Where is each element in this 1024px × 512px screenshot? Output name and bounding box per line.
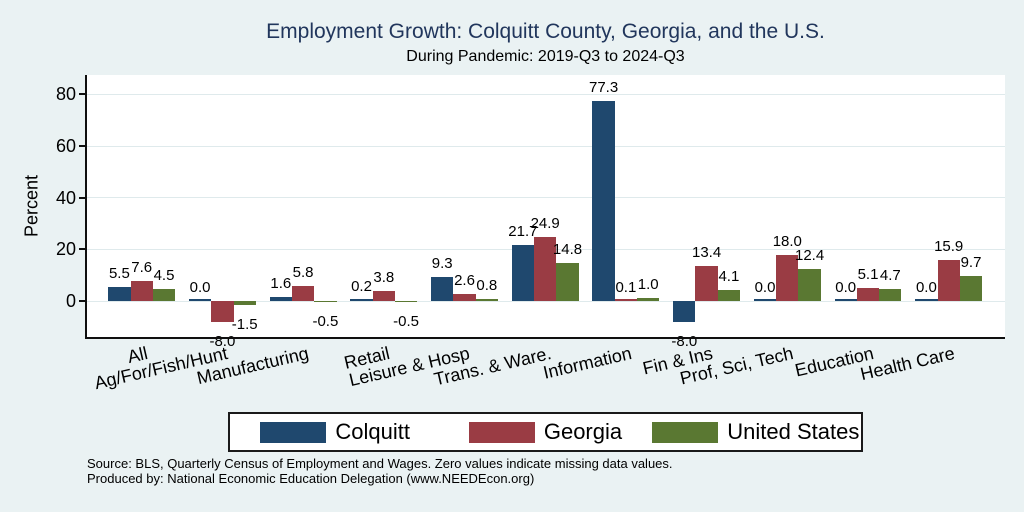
bar <box>350 299 373 301</box>
legend-swatch-united-states <box>652 421 719 443</box>
y-tick-label: 20 <box>55 239 76 260</box>
legend-item: Georgia <box>468 419 623 445</box>
bar-value-label: 0.0 <box>835 279 857 296</box>
x-axis-line <box>84 337 1005 339</box>
legend-swatch-georgia <box>468 421 535 443</box>
bar <box>511 244 535 301</box>
bar-value-label: 18.0 <box>772 232 802 250</box>
bar-value-label: 14.8 <box>552 240 583 258</box>
bar-value-label: 5.8 <box>292 264 314 282</box>
bar <box>431 276 454 301</box>
legend-label: United States <box>727 419 860 444</box>
bar <box>637 298 660 301</box>
legend-item: Colquitt <box>260 419 410 445</box>
bar <box>856 287 880 301</box>
bar-value-label: 9.7 <box>960 253 982 271</box>
bar-value-label: 0.0 <box>189 279 211 296</box>
bar-value-label: 2.6 <box>454 272 475 290</box>
bar <box>372 291 395 301</box>
bar-value-label: -0.5 <box>312 313 339 331</box>
bar-value-label: 0.0 <box>754 279 776 296</box>
x-tick-label: Information <box>541 343 634 383</box>
bar-value-label: 12.4 <box>794 246 825 264</box>
bar <box>614 299 638 301</box>
bar <box>291 286 315 301</box>
bar <box>475 298 498 301</box>
x-tick-label: Health Care <box>858 343 957 385</box>
gridline <box>86 145 1005 147</box>
legend-label: Georgia <box>543 419 623 444</box>
bar-value-label: 0.0 <box>915 279 937 296</box>
gridline <box>86 300 1005 302</box>
bar-value-label: 0.2 <box>351 278 372 296</box>
bar-value-label: 9.3 <box>431 254 453 272</box>
bar <box>314 301 337 303</box>
bar-value-label: 5.1 <box>857 265 879 283</box>
bar <box>211 301 234 322</box>
bar-value-label: 4.1 <box>718 268 740 286</box>
bar <box>915 299 938 301</box>
bar-value-label: 24.9 <box>530 214 560 232</box>
bar-value-label: 5.5 <box>108 264 130 282</box>
legend: Colquitt Georgia United States <box>228 412 863 452</box>
bar-value-label: 1.6 <box>270 274 292 292</box>
bar-value-label: 0.8 <box>476 276 498 294</box>
bar-value-label: 0.1 <box>615 278 637 296</box>
bar-value-label: -1.5 <box>231 315 258 333</box>
y-tick-label: 40 <box>55 187 76 208</box>
bar <box>753 299 777 301</box>
bar-value-label: 7.6 <box>131 259 153 277</box>
y-tick <box>78 300 85 302</box>
source-note: Source: BLS, Quarterly Census of Employm… <box>87 456 673 471</box>
bar <box>959 275 983 301</box>
bar <box>937 259 960 301</box>
bar <box>269 296 292 301</box>
bar-value-label: 4.5 <box>153 267 175 285</box>
y-tick <box>78 145 85 148</box>
chart-subtitle: During Pandemic: 2019-Q3 to 2024-Q3 <box>406 48 685 65</box>
bar <box>152 289 176 301</box>
bar <box>233 301 256 305</box>
y-tick-label: 0 <box>65 291 76 311</box>
bar <box>592 101 615 301</box>
y-axis-title: Percent <box>21 174 42 238</box>
bar <box>776 254 799 301</box>
bar <box>556 262 579 301</box>
y-tick <box>78 196 85 199</box>
bar <box>717 290 741 301</box>
bar-value-label: 13.4 <box>691 244 722 262</box>
bar-value-label: 3.8 <box>373 269 395 287</box>
bar <box>834 299 857 301</box>
y-tick-label: 80 <box>55 84 76 105</box>
bar-value-label: 4.7 <box>879 266 901 284</box>
legend-swatch-colquitt <box>260 421 327 443</box>
bar <box>108 286 131 301</box>
bar <box>695 266 718 301</box>
bar <box>673 301 696 322</box>
bar <box>453 294 476 301</box>
y-tick <box>78 93 85 96</box>
legend-item: United States <box>652 419 859 445</box>
producer-note: Produced by: National Economic Education… <box>87 471 535 486</box>
y-tick <box>78 248 85 251</box>
bar <box>188 299 212 301</box>
bar-value-label: 21.7 <box>508 222 538 240</box>
bar-value-label: -0.5 <box>393 313 420 331</box>
gridline <box>86 93 1005 95</box>
chart-title: Employment Growth: Colquitt County, Geor… <box>266 20 825 43</box>
bar-value-label: 15.9 <box>934 237 964 255</box>
bar <box>798 268 821 301</box>
bar <box>879 288 902 301</box>
bar-value-label: 77.3 <box>588 79 619 97</box>
y-tick-label: 60 <box>55 136 76 157</box>
bar <box>130 281 153 301</box>
y-axis-line <box>84 75 87 339</box>
bar <box>534 236 557 301</box>
bar-value-label: 1.0 <box>637 276 659 294</box>
bar <box>394 301 418 303</box>
gridline <box>86 197 1005 199</box>
legend-label: Colquitt <box>335 419 410 444</box>
